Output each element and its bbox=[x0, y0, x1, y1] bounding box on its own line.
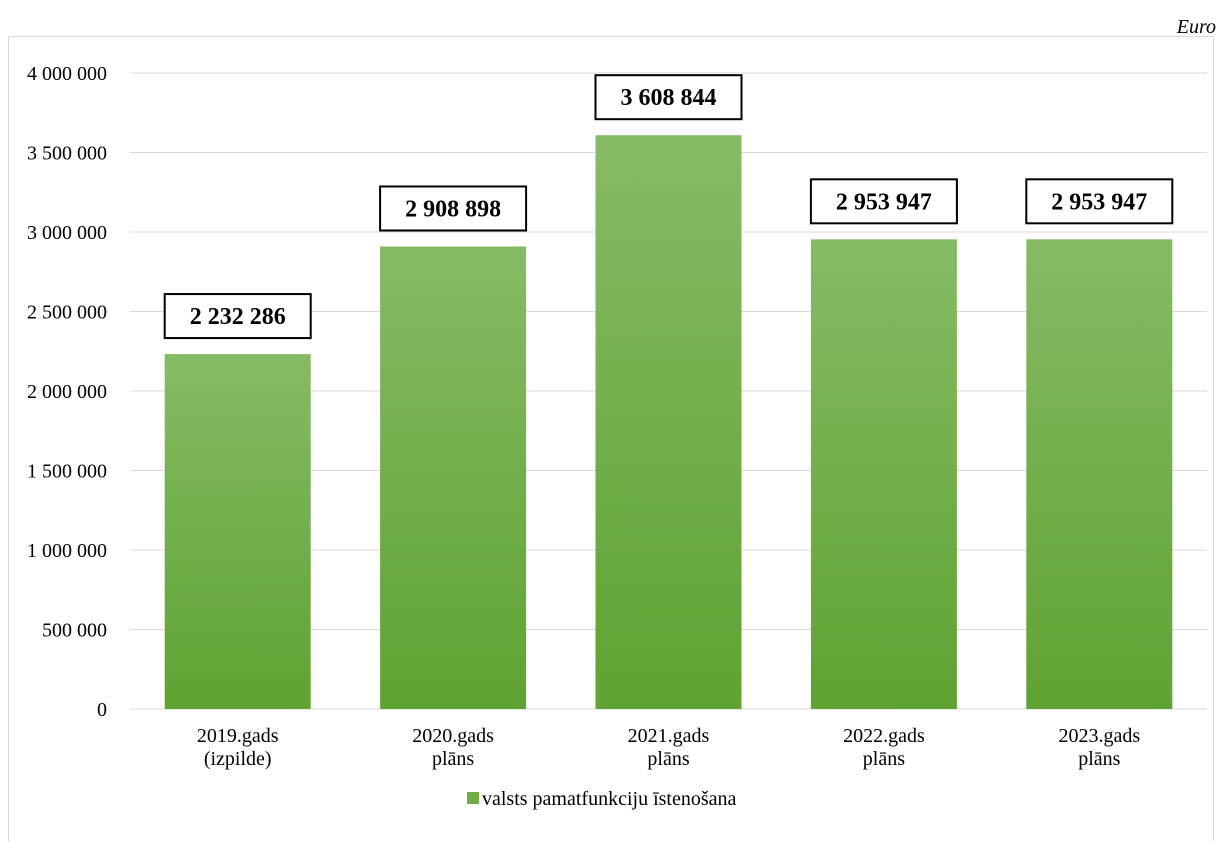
y-tick-label: 3 500 000 bbox=[27, 143, 107, 165]
data-label-box bbox=[809, 178, 958, 225]
data-label-box bbox=[379, 185, 528, 232]
chart-frame: 0 500 000 1 000 000 1 500 000 2 000 000 2 500… bbox=[8, 36, 1214, 841]
legend-swatch bbox=[467, 792, 479, 804]
y-axis-tick-labels: 0 500 000 1 000 000 1 500 000 2 000 000 2 500… bbox=[27, 63, 107, 721]
category-label: plāns bbox=[432, 748, 474, 770]
y-tick-label: 3 000 000 bbox=[27, 222, 107, 244]
data-label: 2 953 947 bbox=[1051, 189, 1147, 215]
category-label: 2023.gads bbox=[1058, 725, 1140, 747]
category-label: 2019.gads bbox=[197, 725, 279, 747]
category-label: 2022.gads bbox=[843, 725, 925, 747]
bar bbox=[380, 246, 527, 709]
bar bbox=[164, 354, 311, 709]
y-tick-label: 0 bbox=[97, 699, 107, 721]
category-label: 2020.gads bbox=[412, 725, 494, 747]
category-label: 2021.gads bbox=[628, 725, 710, 747]
category-label: plāns bbox=[863, 748, 905, 770]
unit-label: Euro bbox=[1176, 16, 1216, 38]
y-tick-label: 4 000 000 bbox=[27, 63, 107, 85]
y-tick-label: 500 000 bbox=[42, 620, 107, 642]
category-label: plāns bbox=[647, 748, 689, 770]
y-tick-label: 1 500 000 bbox=[27, 461, 107, 483]
bar bbox=[1026, 239, 1173, 709]
bar-chart: 0 500 000 1 000 000 1 500 000 2 000 000 2 500… bbox=[27, 63, 1207, 810]
x-axis-category-labels: 2019.gads(izpilde)2020.gadsplāns2021.gad… bbox=[197, 725, 1140, 770]
bar bbox=[595, 135, 742, 710]
data-labels: 2 232 286 2 908 898 3 608 844 2 953 947 2 95… bbox=[163, 74, 1174, 340]
category-label: (izpilde) bbox=[204, 748, 272, 770]
y-tick-label: 2 500 000 bbox=[27, 302, 107, 324]
category-label: plāns bbox=[1078, 748, 1120, 770]
data-label-box bbox=[594, 74, 743, 121]
legend: valsts pamatfunkciju īstenošana bbox=[467, 788, 737, 810]
data-label: 2 908 898 bbox=[405, 196, 501, 222]
bars bbox=[164, 135, 1173, 710]
y-tick-label: 1 000 000 bbox=[27, 540, 107, 562]
data-label: 2 232 286 bbox=[190, 304, 286, 330]
data-label: 3 608 844 bbox=[621, 85, 717, 111]
legend-label: valsts pamatfunkciju īstenošana bbox=[482, 788, 737, 810]
data-label: 2 953 947 bbox=[836, 189, 932, 215]
data-label-box bbox=[163, 293, 312, 340]
y-tick-label: 2 000 000 bbox=[27, 381, 107, 403]
data-label-box bbox=[1025, 178, 1174, 225]
bar bbox=[810, 239, 957, 709]
